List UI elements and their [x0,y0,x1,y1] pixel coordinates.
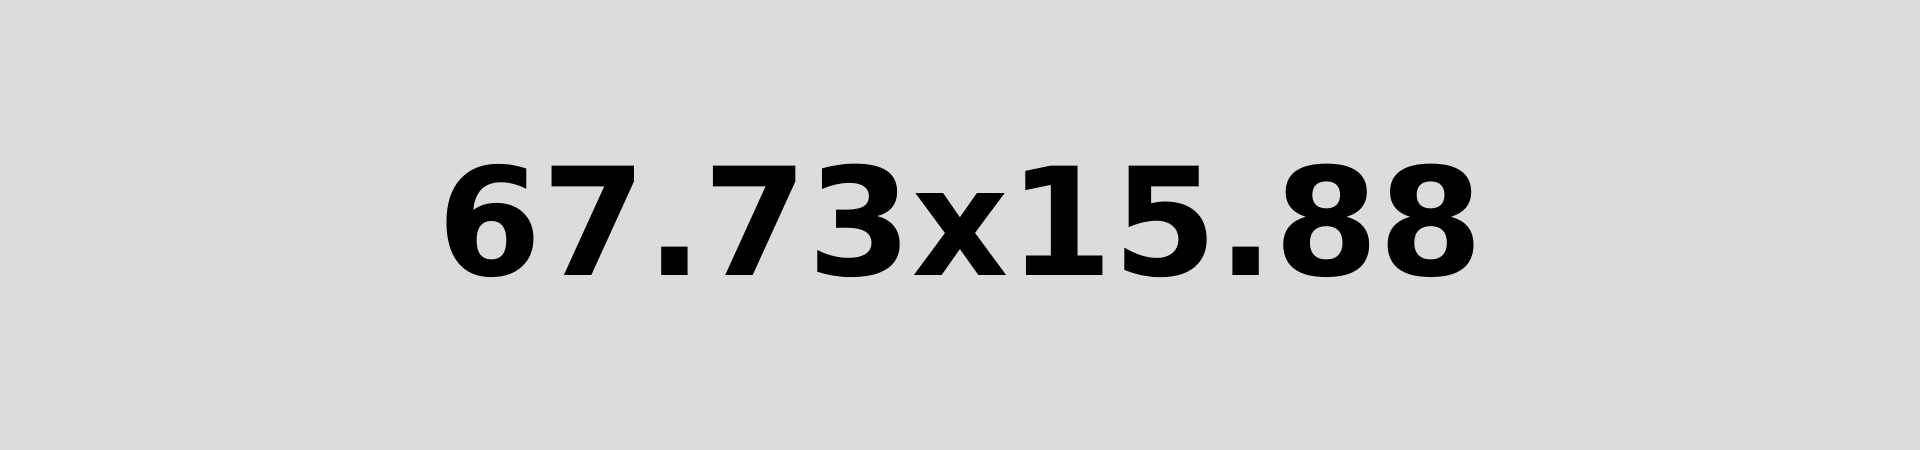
dimension-readout: 67.73x15.88 [437,137,1483,311]
